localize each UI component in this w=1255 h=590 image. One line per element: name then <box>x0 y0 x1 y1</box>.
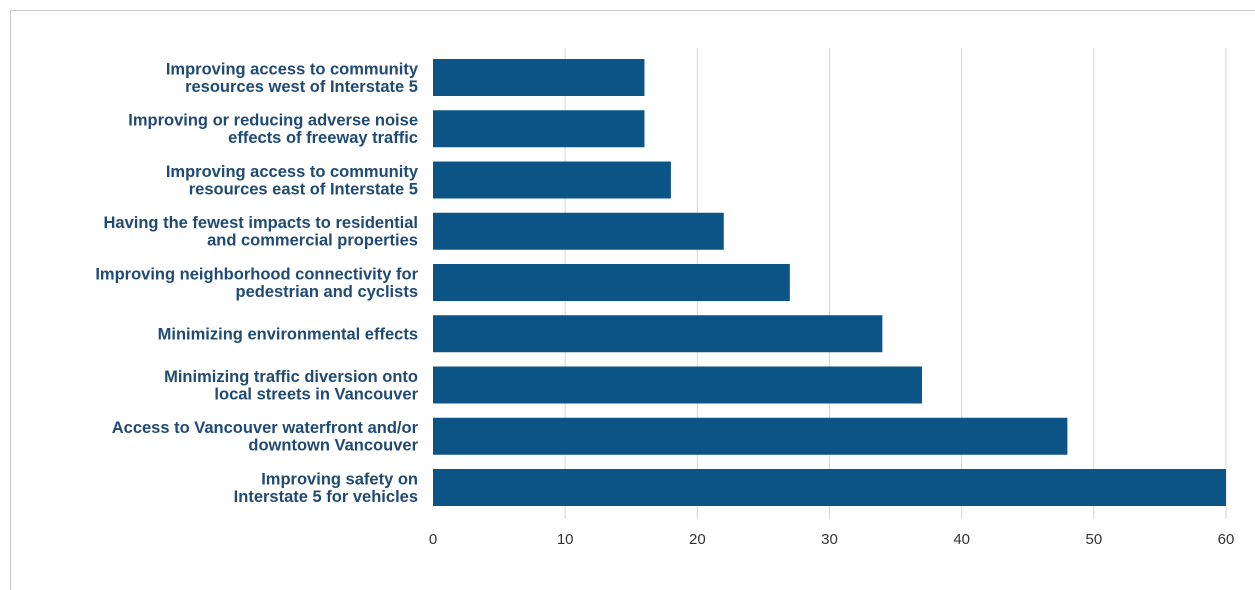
category-label: Minimizing traffic diversion onto <box>164 368 418 386</box>
x-tick-label: 20 <box>689 531 706 548</box>
category-label: effects of freeway traffic <box>228 129 418 147</box>
bar <box>433 417 1068 455</box>
category-label: Access to Vancouver waterfront and/or <box>112 419 419 437</box>
bar <box>433 366 923 404</box>
x-axis-tick-labels: 0 10 20 30 40 50 60 <box>429 531 1235 548</box>
x-tick-label: 10 <box>557 531 574 548</box>
x-tick-label: 50 <box>1085 531 1102 548</box>
bar <box>433 59 645 96</box>
bar <box>433 315 883 353</box>
x-tick-label: 30 <box>821 531 838 548</box>
x-tick-label: 60 <box>1218 531 1235 548</box>
category-label: resources west of Interstate 5 <box>185 78 418 96</box>
category-label: Improving access to community <box>166 163 419 181</box>
x-tick-label: 0 <box>429 531 437 548</box>
category-label: local streets in Vancouver <box>214 385 418 403</box>
category-label: Improving neighborhood connectivity for <box>95 265 418 283</box>
category-label: resources east of Interstate 5 <box>189 180 418 198</box>
bar <box>433 469 1226 506</box>
category-label: Improving safety on <box>261 470 418 488</box>
bar <box>433 161 671 199</box>
category-label: downtown Vancouver <box>248 437 418 455</box>
category-label: and commercial properties <box>207 232 418 250</box>
category-label: Minimizing environmental effects <box>158 325 418 343</box>
category-label: Improving access to community <box>166 60 419 78</box>
category-label: Interstate 5 for vehicles <box>234 488 418 506</box>
bars <box>433 59 1226 506</box>
category-label: Having the fewest impacts to residential <box>104 214 419 232</box>
bar <box>433 264 790 301</box>
category-label: Improving or reducing adverse noise <box>128 112 418 130</box>
bar <box>433 110 645 148</box>
bar <box>433 212 724 250</box>
category-label: pedestrian and cyclists <box>236 283 419 301</box>
x-tick-label: 40 <box>953 531 970 548</box>
